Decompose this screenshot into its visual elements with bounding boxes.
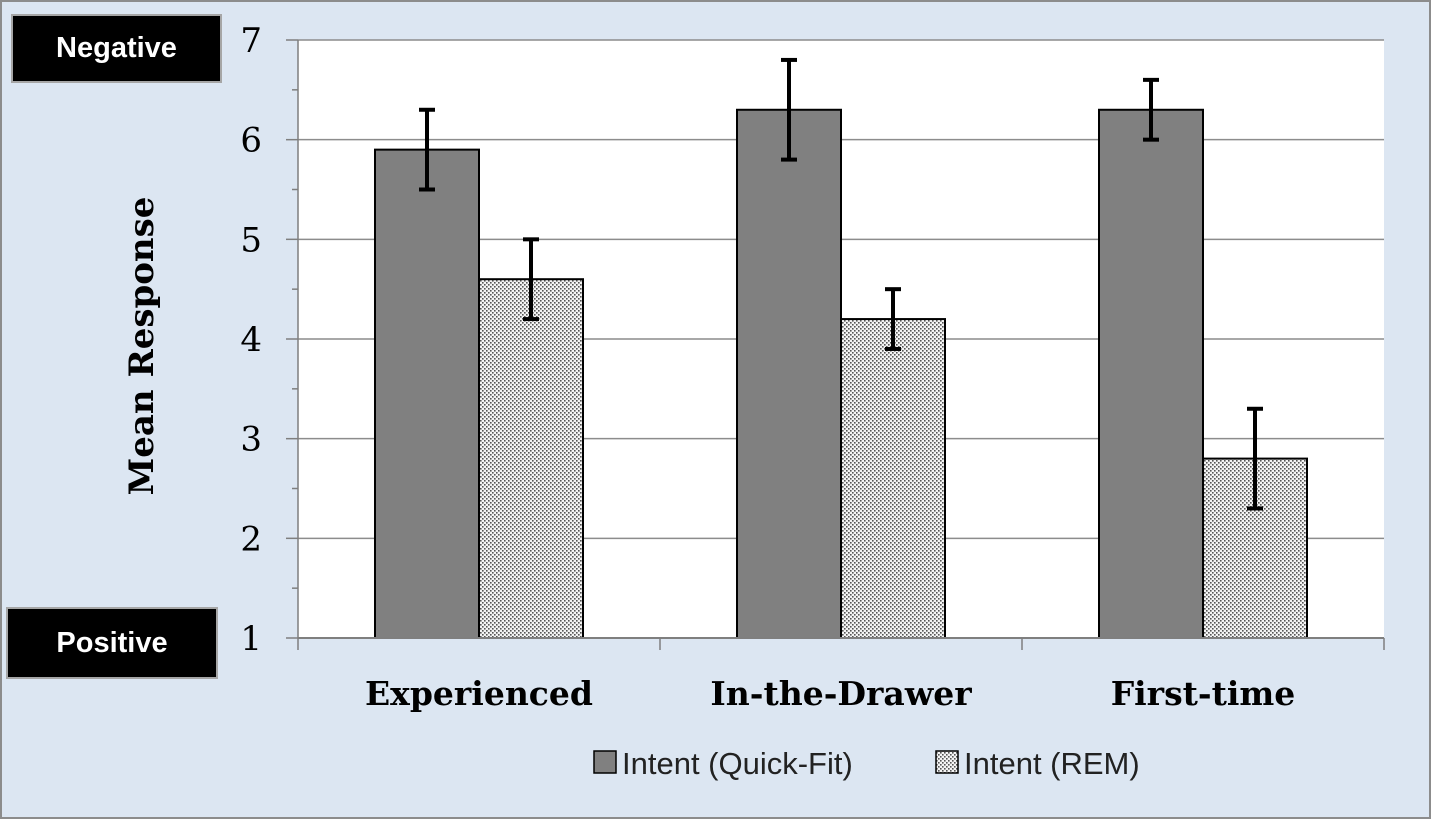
legend-swatch	[935, 750, 959, 774]
y-tick-label: 2	[240, 519, 262, 559]
legend-swatch	[593, 750, 617, 774]
legend-label: Intent (REM)	[964, 746, 1140, 781]
x-category-label: First-time	[1111, 674, 1296, 713]
positive-label: Positive	[6, 607, 218, 679]
x-category-label: Experienced	[365, 674, 593, 713]
y-tick-label: 1	[240, 619, 262, 659]
y-tick-label: 3	[240, 420, 262, 460]
y-axis-title: Mean Response	[122, 197, 162, 496]
y-tick-label: 7	[240, 21, 262, 61]
bar-quick-fit	[374, 148, 480, 639]
negative-label: Negative	[11, 14, 222, 83]
y-tick-label: 5	[240, 220, 262, 260]
legend-label: Intent (Quick-Fit)	[622, 746, 853, 781]
bar-rem	[478, 278, 584, 639]
bar-quick-fit	[736, 108, 842, 640]
y-tick-label: 4	[240, 320, 262, 360]
bar-quick-fit	[1098, 108, 1204, 640]
y-tick-label: 6	[240, 121, 262, 161]
x-category-label: In-the-Drawer	[710, 674, 972, 713]
bar-rem	[840, 318, 946, 639]
